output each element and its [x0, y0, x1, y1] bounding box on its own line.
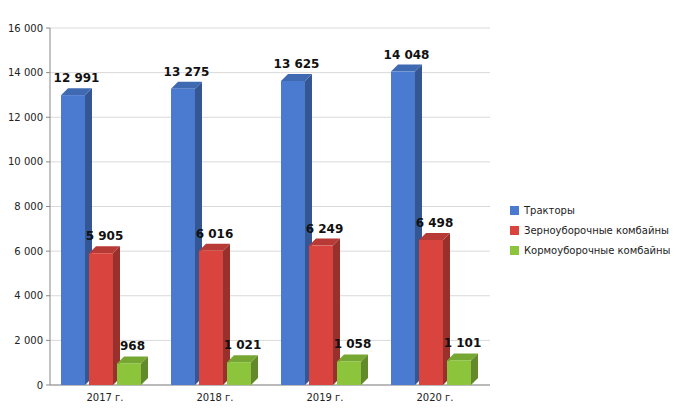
- bar: [419, 240, 443, 385]
- bar-top: [419, 233, 450, 240]
- bar-top: [447, 353, 478, 360]
- grid-line: [50, 117, 490, 118]
- x-tick-label: 2018 г.: [196, 392, 233, 403]
- bar: [199, 251, 223, 385]
- bar: [391, 72, 415, 385]
- legend-swatch: [510, 206, 519, 215]
- bar-top: [61, 88, 92, 95]
- x-tick-label: 2019 г.: [306, 392, 343, 403]
- data-label: 6 016: [196, 227, 234, 241]
- chart: 0 2 000 4 000 6 000 8 000 10 000 12 000 14 000 1…: [0, 0, 688, 414]
- legend-label: Кормоуборочные комбайны: [524, 245, 671, 256]
- tick-mark: [46, 117, 50, 118]
- bar: [171, 89, 195, 385]
- grid-line: [50, 28, 490, 29]
- data-label: 1 101: [444, 336, 482, 350]
- legend-swatch: [510, 246, 519, 255]
- tick-mark: [46, 28, 50, 29]
- bars: [61, 65, 478, 385]
- bar-top: [281, 74, 312, 81]
- grid-line: [50, 206, 490, 207]
- y-tick-label: 6 000: [14, 246, 43, 257]
- y-tick-label: 4 000: [14, 290, 43, 301]
- bar: [61, 95, 85, 385]
- y-tick-label: 10 000: [8, 156, 43, 167]
- labels: 12 991 5 905 968 13 275 6 016 1 021 13 625 6 24…: [54, 48, 482, 354]
- y-tick-label: 0: [37, 380, 43, 391]
- y-tick-label: 12 000: [8, 112, 43, 123]
- bar: [89, 253, 113, 385]
- grid-line: [50, 72, 490, 73]
- bar: [447, 360, 471, 385]
- bar-top: [117, 356, 148, 363]
- data-label: 6 498: [416, 216, 454, 230]
- legend-swatch: [510, 226, 519, 235]
- bar-top: [227, 355, 258, 362]
- bar-top: [171, 82, 202, 89]
- bar-top: [89, 246, 120, 253]
- bar-top: [309, 239, 340, 246]
- y-tick-label: 8 000: [14, 201, 43, 212]
- data-label: 5 905: [86, 229, 124, 243]
- bar: [281, 81, 305, 385]
- data-label: 1 021: [224, 338, 262, 352]
- data-label: 6 249: [306, 222, 344, 236]
- bar: [227, 362, 251, 385]
- data-label: 968: [120, 339, 145, 353]
- bar: [309, 246, 333, 385]
- legend-label: Тракторы: [523, 205, 575, 216]
- bar-top: [199, 244, 230, 251]
- tick-mark: [46, 340, 50, 341]
- tick-mark: [46, 206, 50, 207]
- bar-top: [337, 354, 368, 361]
- data-label: 1 058: [334, 337, 372, 351]
- bar: [337, 361, 361, 385]
- tick-mark: [46, 295, 50, 296]
- tick-mark: [46, 251, 50, 252]
- x-tick-label: 2017 г.: [86, 392, 123, 403]
- x-tick-label: 2020 г.: [416, 392, 453, 403]
- legend-label: Зерноуборочные комбайны: [524, 225, 669, 236]
- data-label: 14 048: [384, 48, 430, 62]
- data-label: 12 991: [54, 71, 100, 85]
- bar-top: [391, 65, 422, 72]
- data-label: 13 275: [164, 65, 210, 79]
- tick-mark: [46, 385, 50, 386]
- y-tick-label: 16 000: [8, 23, 43, 34]
- y-tick-label: 14 000: [8, 67, 43, 78]
- y-tick-label: 2 000: [14, 335, 43, 346]
- tick-mark: [46, 161, 50, 162]
- data-label: 13 625: [274, 57, 320, 71]
- y-axis: [50, 28, 51, 385]
- grid-line: [50, 161, 490, 162]
- tick-mark: [46, 72, 50, 73]
- bar: [117, 363, 141, 385]
